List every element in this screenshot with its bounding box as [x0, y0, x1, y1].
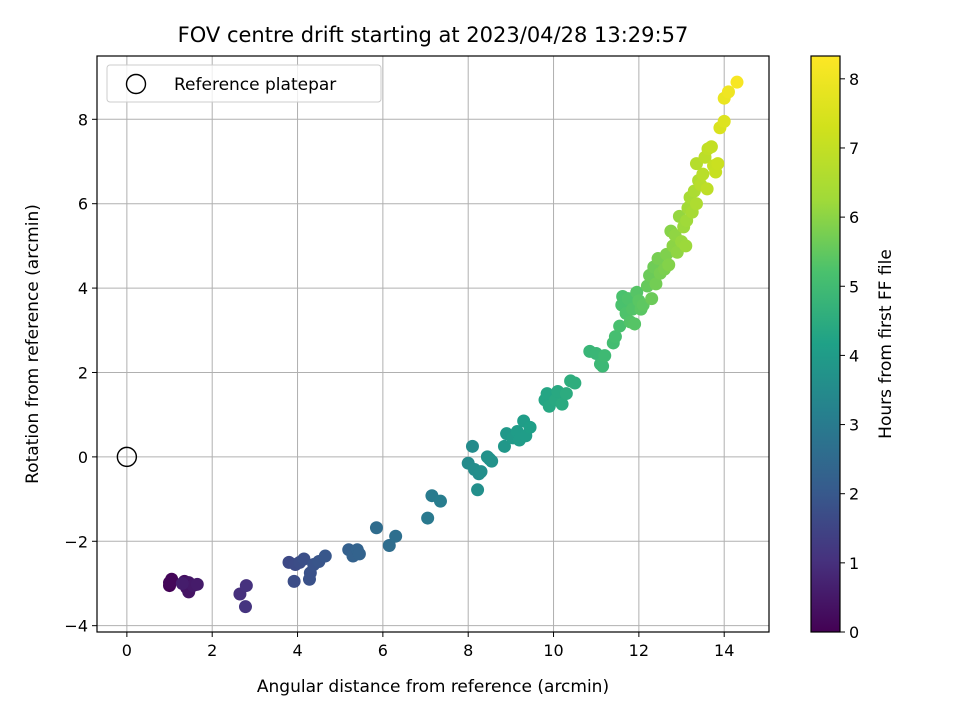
data-point — [730, 75, 744, 89]
y-tick-label: 4 — [78, 279, 88, 298]
x-tick-label: 6 — [378, 641, 388, 660]
colorbar-tick-label: 6 — [849, 208, 859, 227]
x-axis-label: Angular distance from reference (arcmin) — [257, 677, 609, 697]
data-point — [704, 140, 718, 154]
data-point — [649, 277, 663, 291]
data-point — [318, 549, 332, 563]
data-point — [175, 576, 189, 590]
data-point — [613, 319, 627, 333]
colorbar-label: Hours from first FF file — [876, 249, 896, 439]
data-point — [433, 494, 447, 508]
data-point — [465, 439, 479, 453]
colorbar-ticks: 0 1 2 3 4 5 6 7 8 — [840, 70, 859, 642]
data-point — [297, 552, 311, 566]
plot-frame — [96, 55, 770, 633]
colorbar-tick-label: 2 — [849, 485, 859, 504]
x-tick-label: 2 — [207, 641, 217, 660]
data-point — [711, 157, 725, 171]
data-point — [689, 197, 703, 211]
y-tick-label: 8 — [78, 110, 88, 129]
data-point — [717, 114, 731, 128]
legend-marker-icon — [125, 73, 147, 95]
y-axis: −4 −2 0 2 4 6 8 — [64, 110, 97, 636]
data-point — [679, 239, 693, 253]
data-point — [497, 439, 511, 453]
data-point — [559, 387, 573, 401]
y-tick-label: 0 — [78, 448, 88, 467]
data-point — [302, 572, 316, 586]
data-point — [598, 349, 612, 363]
x-tick-label: 8 — [463, 641, 473, 660]
data-point — [645, 292, 659, 306]
legend: Reference platepar — [106, 64, 382, 103]
colorbar-tick-label: 4 — [849, 346, 859, 365]
data-points — [163, 75, 744, 614]
reference-point-marker — [116, 446, 138, 468]
data-point — [523, 420, 537, 434]
y-tick-label: 6 — [78, 195, 88, 214]
colorbar-tick-label: 1 — [849, 554, 859, 573]
data-point — [474, 465, 488, 479]
data-point — [352, 547, 366, 561]
data-point — [628, 317, 642, 331]
colorbar-tick-label: 0 — [849, 623, 859, 642]
x-tick-label: 14 — [714, 641, 734, 660]
data-point — [239, 579, 253, 593]
x-axis: 0 2 4 6 8 10 12 14 — [122, 632, 734, 660]
data-point — [421, 511, 435, 525]
legend-label: Reference platepar — [174, 75, 336, 95]
legend-box — [106, 64, 382, 103]
colorbar-tick-label: 7 — [849, 139, 859, 158]
colorbar-gradient — [810, 55, 841, 633]
data-point — [287, 574, 301, 588]
y-axis-label: Rotation from reference (arcmin) — [23, 204, 43, 484]
data-point — [700, 182, 714, 196]
data-point — [163, 576, 177, 590]
x-tick-label: 4 — [292, 641, 302, 660]
data-point — [596, 359, 610, 373]
data-point — [369, 521, 383, 535]
data-point — [471, 483, 485, 497]
y-tick-label: 2 — [78, 363, 88, 382]
chart-title: FOV centre drift starting at 2023/04/28 … — [178, 23, 689, 47]
colorbar-tick-label: 3 — [849, 416, 859, 435]
colorbar: 0 1 2 3 4 5 6 7 8 Hours from first FF file — [810, 55, 896, 642]
data-point — [238, 600, 252, 614]
colorbar-tick-label: 8 — [849, 70, 859, 89]
data-point — [555, 397, 569, 411]
data-point — [696, 167, 710, 181]
x-tick-label: 0 — [122, 641, 132, 660]
data-point — [721, 85, 735, 99]
data-point — [608, 330, 622, 344]
grid-lines — [97, 56, 769, 632]
x-tick-label: 12 — [629, 641, 649, 660]
data-point — [485, 454, 499, 468]
data-point — [662, 258, 676, 272]
data-point — [382, 538, 396, 552]
y-tick-label: −4 — [64, 617, 88, 636]
x-tick-label: 10 — [543, 641, 563, 660]
y-tick-label: −2 — [64, 532, 88, 551]
colorbar-tick-label: 5 — [849, 277, 859, 296]
data-point — [389, 529, 403, 543]
data-point — [190, 577, 204, 591]
data-point — [568, 376, 582, 390]
